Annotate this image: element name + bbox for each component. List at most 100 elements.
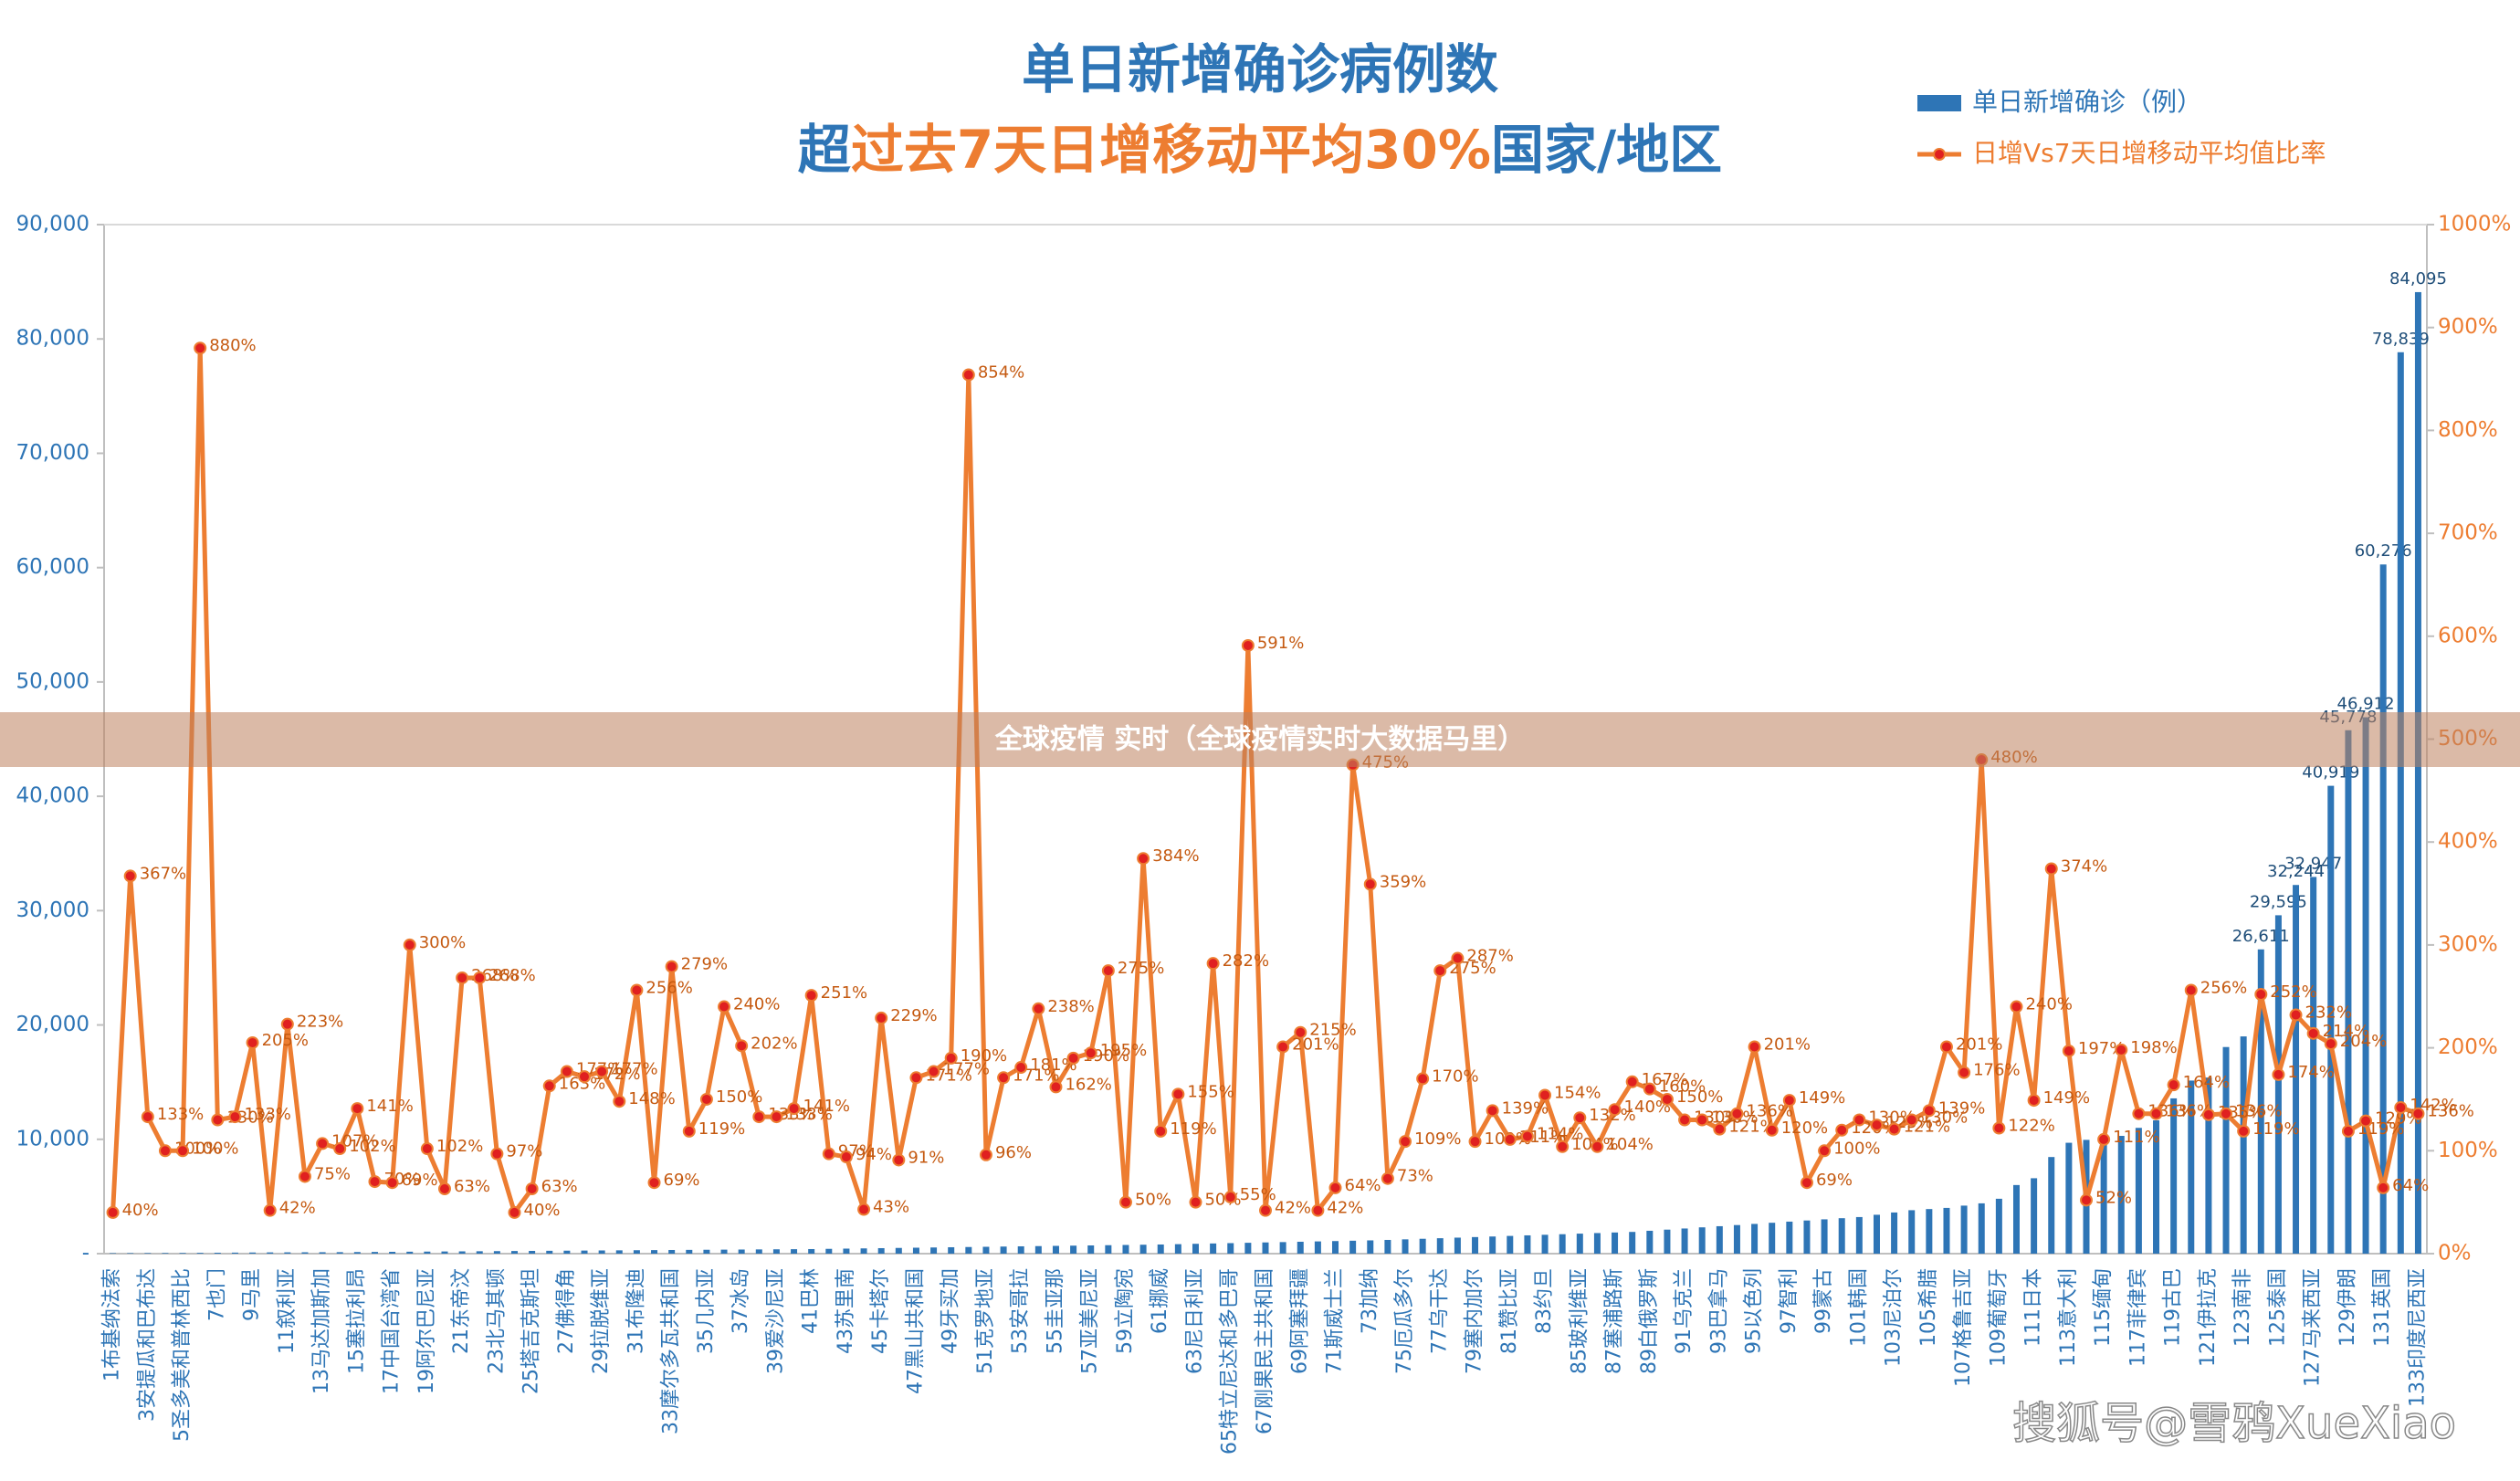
line-value-label: 139% bbox=[1938, 1098, 1985, 1118]
bar bbox=[772, 1249, 780, 1254]
line-point bbox=[141, 1110, 154, 1124]
bar bbox=[144, 1253, 152, 1254]
x-tick-label: 99蒙古 bbox=[1812, 1268, 1835, 1334]
bar bbox=[476, 1251, 483, 1254]
x-tick-label: 71斯威士兰 bbox=[1324, 1268, 1347, 1374]
bar bbox=[1087, 1245, 1095, 1254]
bar bbox=[1698, 1227, 1706, 1254]
x-tick-label: 65特立尼达和多巴哥 bbox=[1219, 1268, 1242, 1455]
line-value-label: 139% bbox=[1502, 1098, 1549, 1118]
bar bbox=[2135, 1128, 2142, 1254]
bar bbox=[1873, 1214, 1880, 1254]
line-value-label: 197% bbox=[2078, 1039, 2125, 1058]
line-value-label: 149% bbox=[1799, 1088, 1845, 1108]
line-point bbox=[437, 1182, 451, 1195]
line-point bbox=[2097, 1132, 2111, 1146]
line-value-label: 149% bbox=[2043, 1088, 2090, 1108]
line-point bbox=[316, 1137, 330, 1150]
line-value-label: 256% bbox=[2200, 978, 2247, 997]
x-tick-label: 13马达加斯加 bbox=[310, 1268, 333, 1394]
line-point bbox=[456, 971, 469, 984]
legend-swatch bbox=[1917, 95, 1961, 111]
line-point bbox=[909, 1071, 923, 1085]
line-value-label: 150% bbox=[716, 1087, 762, 1107]
legend-swatch bbox=[1933, 148, 1946, 161]
line-point bbox=[246, 1035, 259, 1049]
line-point bbox=[351, 1102, 364, 1116]
bar bbox=[1489, 1236, 1496, 1254]
line-point bbox=[280, 1017, 294, 1031]
bar bbox=[581, 1250, 588, 1254]
line-point bbox=[1870, 1119, 1884, 1132]
line-value-label: 195% bbox=[1100, 1041, 1147, 1060]
bar bbox=[162, 1253, 169, 1254]
x-tick-label: 97智利 bbox=[1778, 1268, 1801, 1334]
line-point bbox=[997, 1071, 1011, 1085]
line-point bbox=[333, 1142, 347, 1156]
bar bbox=[668, 1249, 676, 1254]
bar bbox=[2240, 1036, 2247, 1254]
bar bbox=[651, 1250, 658, 1254]
x-tick-label: 11叙利亚 bbox=[276, 1268, 299, 1354]
bar bbox=[2031, 1178, 2038, 1254]
bar bbox=[1192, 1244, 1199, 1254]
line-point bbox=[979, 1148, 992, 1161]
bar bbox=[2379, 564, 2387, 1254]
line-point bbox=[1556, 1140, 1570, 1153]
bar bbox=[389, 1251, 396, 1254]
x-tick-label: 57亚美尼亚 bbox=[1079, 1268, 1102, 1374]
line-point bbox=[647, 1176, 661, 1190]
line-point bbox=[1014, 1061, 1028, 1075]
line-point bbox=[2237, 1124, 2251, 1138]
bar bbox=[912, 1247, 919, 1254]
x-tick-label: 7也门 bbox=[205, 1268, 228, 1321]
line-point bbox=[1399, 1135, 1412, 1149]
line-point bbox=[560, 1065, 573, 1078]
x-tick-label: 109葡萄牙 bbox=[1987, 1268, 2010, 1367]
line-point bbox=[1171, 1087, 1185, 1101]
line-value-label: 279% bbox=[681, 955, 728, 974]
line-value-label: 97% bbox=[506, 1142, 542, 1161]
bar bbox=[179, 1253, 186, 1254]
x-tick-label: 79塞内加尔 bbox=[1464, 1268, 1486, 1374]
bar bbox=[1576, 1234, 1583, 1254]
bar bbox=[2397, 352, 2404, 1255]
line-value-label: 190% bbox=[961, 1046, 1007, 1066]
bar bbox=[1908, 1210, 1916, 1254]
bar bbox=[930, 1247, 938, 1254]
x-tick-label: 15塞拉利昂 bbox=[345, 1268, 368, 1374]
bar bbox=[860, 1248, 867, 1254]
bar bbox=[1733, 1224, 1740, 1254]
line-value-label: 374% bbox=[2061, 857, 2107, 877]
bar bbox=[1559, 1234, 1566, 1254]
bar bbox=[2293, 885, 2300, 1254]
line-point bbox=[1538, 1088, 1552, 1102]
bar bbox=[1454, 1237, 1461, 1254]
bar bbox=[249, 1252, 257, 1254]
bar bbox=[1751, 1224, 1759, 1254]
y-tick-label: 40,000 bbox=[16, 784, 89, 808]
bar bbox=[1279, 1242, 1286, 1254]
line-value-label: 129% bbox=[2375, 1109, 2421, 1129]
line-point bbox=[1696, 1113, 1709, 1127]
line-point bbox=[420, 1142, 434, 1156]
bar bbox=[1384, 1239, 1391, 1254]
line-point bbox=[752, 1110, 766, 1124]
line-point bbox=[630, 983, 644, 997]
bar bbox=[1855, 1216, 1863, 1254]
bar bbox=[563, 1250, 571, 1254]
bar bbox=[791, 1249, 798, 1254]
x-tick-label: 51克罗地亚 bbox=[974, 1268, 997, 1374]
line-point bbox=[2324, 1037, 2337, 1051]
x-tick-label: 45卡塔尔 bbox=[869, 1268, 892, 1354]
line-point bbox=[2306, 1026, 2320, 1040]
line-value-label: 359% bbox=[1380, 872, 1426, 891]
line-point bbox=[2080, 1193, 2094, 1207]
bar bbox=[1297, 1241, 1304, 1254]
line-value-label: 119% bbox=[2252, 1119, 2299, 1139]
chart-subtitle: 超过去7天日增移动平均30%国家/地区 bbox=[798, 119, 1722, 181]
bar bbox=[1524, 1234, 1531, 1254]
line-point bbox=[2359, 1114, 2373, 1128]
bar bbox=[1000, 1246, 1007, 1254]
line-point bbox=[1381, 1171, 1394, 1185]
